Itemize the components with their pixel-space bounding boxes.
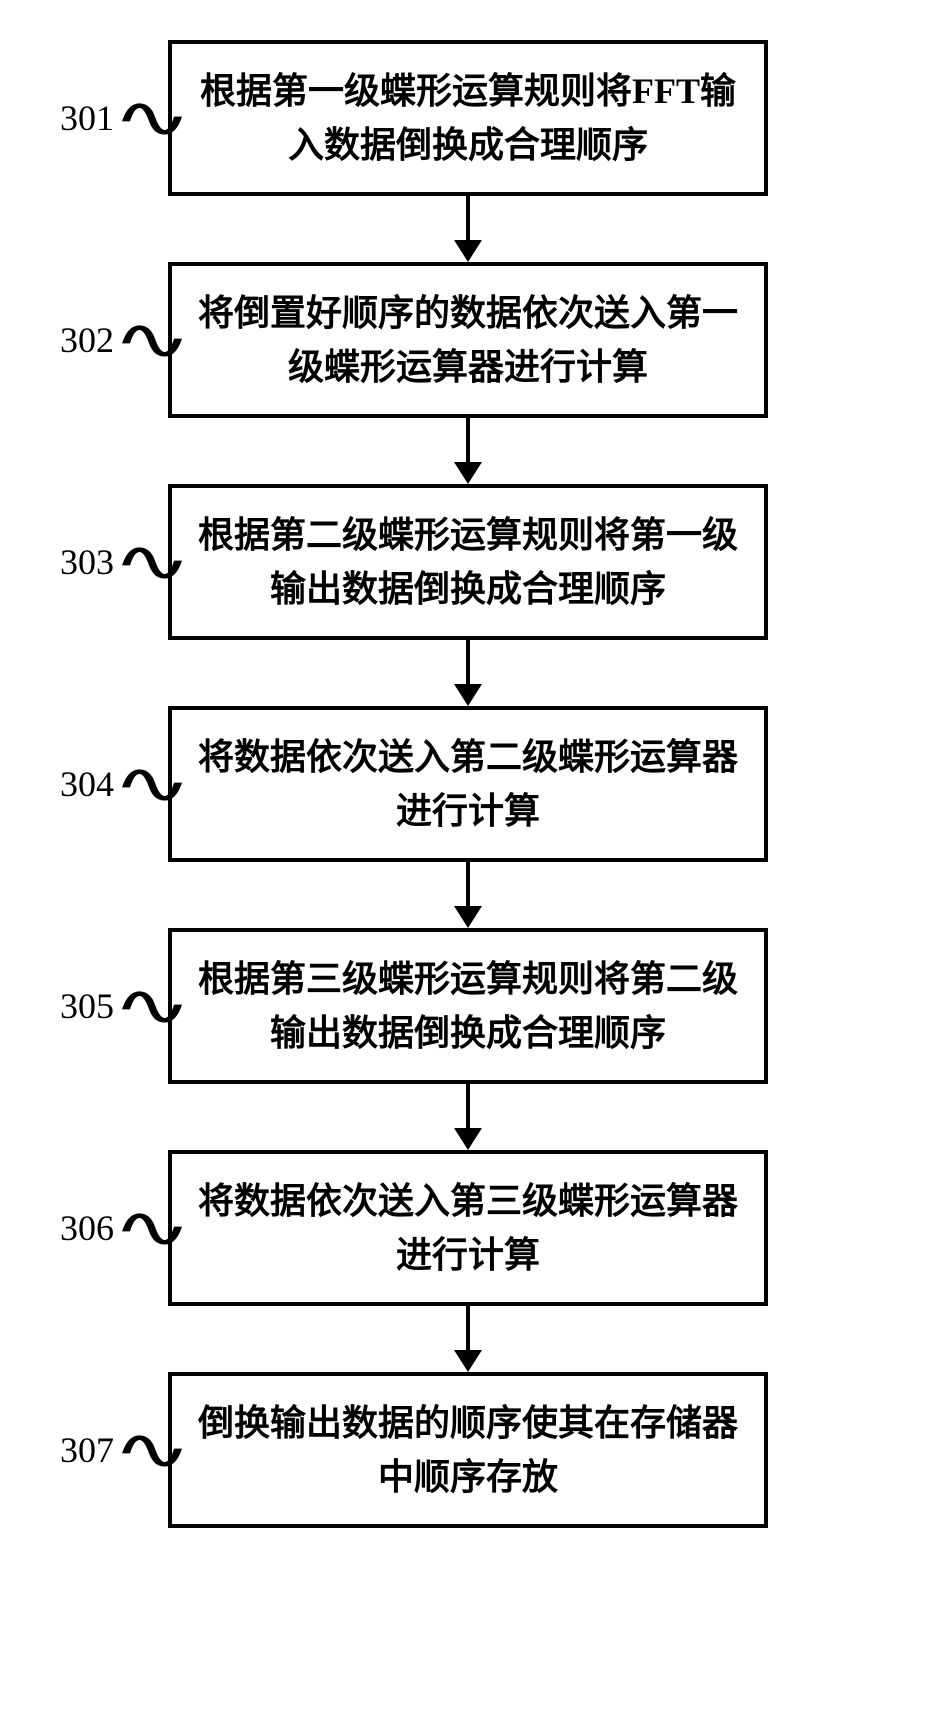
- step-label-wrap: 301 ∿: [60, 40, 172, 196]
- arrow-down-icon: [454, 418, 482, 484]
- arrow-down-icon: [454, 1306, 482, 1372]
- step-label-302: 302: [60, 319, 114, 361]
- step-box-301: 根据第一级蝶形运算规则将FFT输入数据倒换成合理顺序: [168, 40, 768, 196]
- step-label-307: 307: [60, 1429, 114, 1471]
- connector-tilde-icon: ∿: [112, 528, 192, 595]
- step-row-302: 302 ∿ 将倒置好顺序的数据依次送入第一级蝶形运算器进行计算: [20, 262, 916, 418]
- fft-flowchart: 301 ∿ 根据第一级蝶形运算规则将FFT输入数据倒换成合理顺序 302 ∿ 将…: [20, 40, 916, 1528]
- step-row-301: 301 ∿ 根据第一级蝶形运算规则将FFT输入数据倒换成合理顺序: [20, 40, 916, 196]
- connector-tilde-icon: ∿: [112, 1194, 192, 1261]
- step-row-305: 305 ∿ 根据第三级蝶形运算规则将第二级输出数据倒换成合理顺序: [20, 928, 916, 1084]
- connector-tilde-icon: ∿: [112, 1416, 192, 1483]
- step-label-wrap: 305 ∿: [60, 928, 172, 1084]
- arrow-line: [466, 418, 470, 462]
- step-label-301: 301: [60, 97, 114, 139]
- step-label-wrap: 306 ∿: [60, 1150, 172, 1306]
- step-box-307: 倒换输出数据的顺序使其在存储器中顺序存放: [168, 1372, 768, 1528]
- step-label-wrap: 307 ∿: [60, 1372, 172, 1528]
- step-row-304: 304 ∿ 将数据依次送入第二级蝶形运算器进行计算: [20, 706, 916, 862]
- arrow-line: [466, 862, 470, 906]
- step-row-307: 307 ∿ 倒换输出数据的顺序使其在存储器中顺序存放: [20, 1372, 916, 1528]
- step-label-wrap: 304 ∿: [60, 706, 172, 862]
- step-box-305: 根据第三级蝶形运算规则将第二级输出数据倒换成合理顺序: [168, 928, 768, 1084]
- arrow-down-icon: [454, 862, 482, 928]
- step-box-306: 将数据依次送入第三级蝶形运算器进行计算: [168, 1150, 768, 1306]
- connector-tilde-icon: ∿: [112, 84, 192, 151]
- step-row-306: 306 ∿ 将数据依次送入第三级蝶形运算器进行计算: [20, 1150, 916, 1306]
- step-box-303: 根据第二级蝶形运算规则将第一级输出数据倒换成合理顺序: [168, 484, 768, 640]
- arrow-down-icon: [454, 196, 482, 262]
- connector-tilde-icon: ∿: [112, 306, 192, 373]
- arrow-down-icon: [454, 1084, 482, 1150]
- step-label-304: 304: [60, 763, 114, 805]
- connector-tilde-icon: ∿: [112, 972, 192, 1039]
- step-label-wrap: 303 ∿: [60, 484, 172, 640]
- step-label-303: 303: [60, 541, 114, 583]
- arrow-line: [466, 1306, 470, 1350]
- step-label-305: 305: [60, 985, 114, 1027]
- step-row-303: 303 ∿ 根据第二级蝶形运算规则将第一级输出数据倒换成合理顺序: [20, 484, 916, 640]
- connector-tilde-icon: ∿: [112, 750, 192, 817]
- arrow-head: [454, 240, 482, 262]
- arrow-head: [454, 462, 482, 484]
- arrow-line: [466, 196, 470, 240]
- arrow-line: [466, 1084, 470, 1128]
- arrow-head: [454, 1350, 482, 1372]
- step-label-306: 306: [60, 1207, 114, 1249]
- arrow-head: [454, 684, 482, 706]
- arrow-head: [454, 1128, 482, 1150]
- step-box-302: 将倒置好顺序的数据依次送入第一级蝶形运算器进行计算: [168, 262, 768, 418]
- arrow-down-icon: [454, 640, 482, 706]
- arrow-head: [454, 906, 482, 928]
- arrow-line: [466, 640, 470, 684]
- step-label-wrap: 302 ∿: [60, 262, 172, 418]
- step-box-304: 将数据依次送入第二级蝶形运算器进行计算: [168, 706, 768, 862]
